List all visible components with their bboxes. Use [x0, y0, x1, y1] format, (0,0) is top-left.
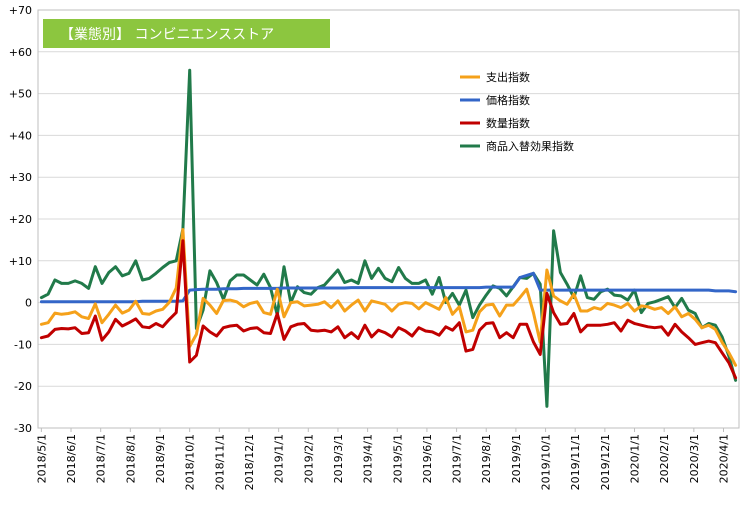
x-axis-tick-labels: 2018/5/1 2018/6/1 2018/7/1 2018/8/1 2018/9/1…: [35, 428, 730, 490]
x-tick-label: 2018/5/1: [35, 434, 48, 483]
x-tick-label: 2019/9/1: [510, 434, 523, 483]
y-tick-label: -20: [14, 380, 32, 393]
x-tick-label: 2020/1/1: [629, 434, 642, 483]
legend-label: 価格指数: [486, 93, 530, 107]
y-tick-label: -30: [14, 422, 32, 435]
y-tick-label: +50: [9, 88, 32, 101]
chart-title-background: [43, 19, 330, 48]
chart-title-text: 【業態別】 コンビニエンスストア: [60, 27, 274, 43]
plot-area-border: [37, 9, 740, 429]
x-tick-label: 2018/6/1: [65, 434, 78, 483]
x-tick-label: 2019/11/1: [569, 434, 582, 490]
series-line-3: [39, 68, 738, 408]
x-tick-label: 2019/2/1: [302, 434, 315, 483]
x-tick-label: 2019/3/1: [332, 434, 345, 483]
x-tick-label: 2019/4/1: [362, 434, 375, 483]
legend-label: 商品入替効果指数: [486, 139, 574, 153]
chart-title: 【業態別】 コンビニエンスストア: [43, 19, 330, 48]
x-tick-label: 2019/8/1: [480, 434, 493, 483]
y-tick-label: +20: [9, 213, 32, 226]
y-tick-label: +70: [9, 4, 32, 17]
x-tick-label: 2018/11/1: [213, 434, 226, 490]
y-tick-label: +10: [9, 255, 32, 268]
series-line-2: [39, 239, 738, 380]
gridlines: [38, 9, 739, 429]
x-tick-label: 2018/12/1: [243, 434, 256, 490]
x-tick-label: 2020/3/1: [688, 434, 701, 483]
y-tick-label: +40: [9, 129, 32, 142]
y-axis-tick-labels: +70 +60 +50 +40 +30 +20 +10 0 -10 -20 -30: [9, 4, 32, 435]
y-tick-label: 0: [25, 297, 32, 310]
x-tick-label: 2018/10/1: [184, 434, 197, 490]
x-tick-label: 2020/4/1: [717, 434, 730, 483]
y-tick-label: +60: [9, 46, 32, 59]
x-tick-label: 2019/12/1: [599, 434, 612, 490]
series-line-0: [39, 228, 738, 367]
x-tick-label: 2018/8/1: [124, 434, 137, 483]
legend-label: 支出指数: [486, 70, 530, 84]
x-tick-label: 2018/9/1: [154, 434, 167, 483]
series-lines: [39, 68, 738, 408]
y-tick-label: -10: [14, 338, 32, 351]
series-line-1: [39, 271, 738, 304]
x-tick-label: 2019/1/1: [273, 434, 286, 483]
y-tick-label: +30: [9, 171, 32, 184]
x-tick-label: 2018/7/1: [95, 434, 108, 483]
x-tick-label: 2019/5/1: [391, 434, 404, 483]
x-tick-label: 2019/10/1: [540, 434, 553, 490]
x-tick-label: 2020/2/1: [658, 434, 671, 483]
legend-label: 数量指数: [486, 116, 530, 130]
x-tick-label: 2019/6/1: [421, 434, 434, 483]
x-tick-label: 2019/7/1: [451, 434, 464, 483]
